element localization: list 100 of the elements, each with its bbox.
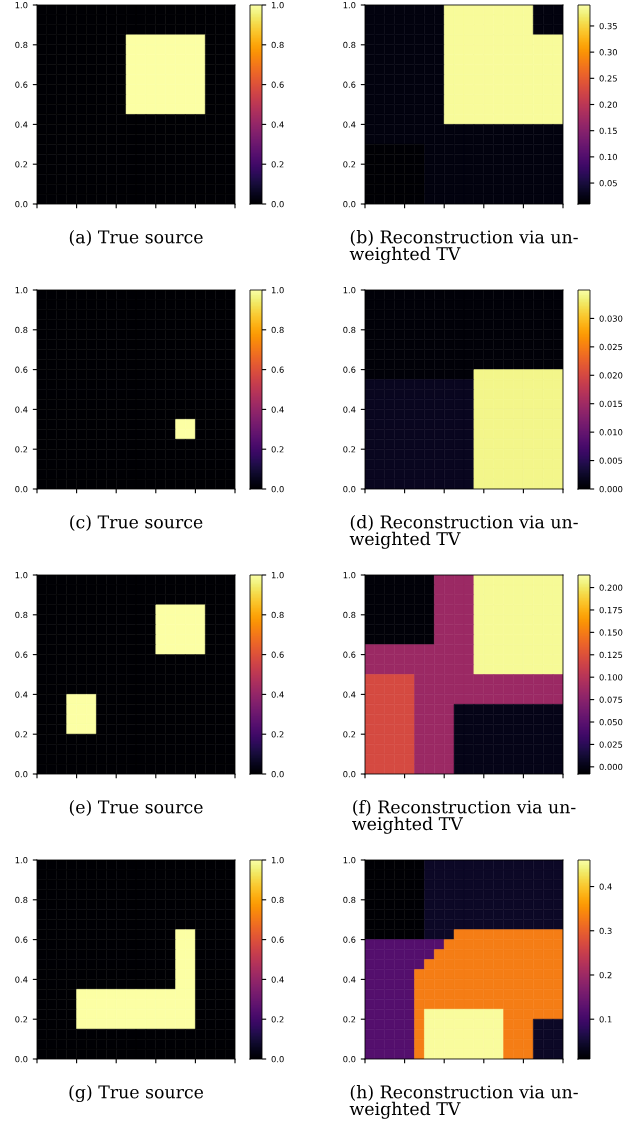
y-tick-label: 0.0 bbox=[15, 200, 28, 208]
color-bar-label: 0.30 bbox=[599, 49, 618, 56]
color-bar-label: 0.2 bbox=[271, 1016, 284, 1023]
y-tick-label: 1.0 bbox=[15, 286, 28, 294]
color-bar-label: 0.35 bbox=[599, 22, 617, 30]
y-tick-label: 0.6 bbox=[343, 936, 356, 943]
y-tick-label: 0.4 bbox=[343, 406, 356, 413]
color-bar-label: 0.100 bbox=[599, 674, 623, 681]
color-bar-label: 1.0 bbox=[271, 856, 284, 864]
y-tick-label: 0.6 bbox=[343, 366, 356, 373]
color-bar-label: 1.0 bbox=[271, 1, 284, 9]
color-bar-label: 0.6 bbox=[271, 651, 284, 658]
y-tick-label: 0.2 bbox=[15, 1016, 28, 1023]
color-bar-label: 0.4 bbox=[271, 976, 284, 983]
color-bar-label: 0.150 bbox=[599, 629, 623, 636]
y-tick-label: 0.2 bbox=[15, 446, 28, 453]
text: (a) True source bbox=[69, 230, 203, 246]
color-bar-label: 0.15 bbox=[599, 127, 617, 134]
y-tick-label: 0.8 bbox=[15, 896, 28, 904]
color-bar-label: 1.0 bbox=[271, 286, 284, 294]
y-tick-label: 0.0 bbox=[343, 1055, 356, 1063]
color-bar-label: 0.025 bbox=[599, 343, 623, 351]
y-tick-label: 0.8 bbox=[343, 611, 356, 619]
color-bar-label: 0.0 bbox=[271, 200, 284, 208]
color-bar-label: 0.2 bbox=[599, 971, 612, 979]
color-bar-label: 0.0 bbox=[271, 770, 284, 778]
y-tick-label: 0.8 bbox=[15, 611, 28, 619]
y-tick-label: 1.0 bbox=[343, 856, 356, 864]
color-bar-label: 0.0 bbox=[271, 485, 284, 493]
color-bar-label: 0.075 bbox=[599, 696, 623, 703]
text: (d) Reconstruction via un- weighted TV bbox=[349, 515, 578, 549]
color-bar-label: 0.125 bbox=[599, 651, 623, 659]
color-bar-label: 0.4 bbox=[271, 406, 284, 413]
color-bar-label: 0.030 bbox=[599, 315, 623, 322]
y-tick-label: 0.6 bbox=[15, 651, 28, 658]
color-bar-label: 0.8 bbox=[271, 326, 284, 334]
text: (b) Reconstruction via un- weighted TV bbox=[349, 230, 578, 264]
color-bar-label: 0.10 bbox=[599, 153, 618, 161]
color-bar-label: 0.000 bbox=[599, 763, 623, 771]
color-bar-label: 0.2 bbox=[271, 161, 284, 168]
y-tick-label: 0.2 bbox=[343, 731, 356, 738]
y-tick-label: 0.6 bbox=[343, 81, 356, 88]
color-bar-label: 0.05 bbox=[599, 180, 617, 187]
y-tick-label: 0.2 bbox=[343, 161, 356, 168]
text: (c) True source bbox=[70, 515, 203, 531]
y-tick-label: 0.2 bbox=[343, 446, 356, 453]
y-tick-label: 1.0 bbox=[15, 1, 28, 9]
color-bar-label: 0.20 bbox=[599, 101, 618, 108]
text: (g) True source bbox=[69, 1085, 204, 1103]
y-tick-label: 1.0 bbox=[15, 856, 28, 864]
y-tick-label: 1.0 bbox=[343, 286, 356, 294]
y-tick-label: 0.0 bbox=[15, 1055, 28, 1063]
text: (e) True source bbox=[69, 800, 203, 816]
color-bar-label: 0.8 bbox=[271, 41, 284, 49]
color-bar-label: 0.6 bbox=[271, 936, 284, 943]
y-tick-label: 0.6 bbox=[15, 366, 28, 373]
y-tick-label: 0.0 bbox=[343, 200, 356, 208]
y-tick-label: 0.6 bbox=[15, 81, 28, 88]
y-tick-label: 0.4 bbox=[15, 121, 28, 128]
color-bar-label: 0.4 bbox=[271, 691, 284, 698]
y-tick-label: 1.0 bbox=[343, 571, 356, 579]
color-bar-label: 0.050 bbox=[599, 718, 623, 726]
text: (f) Reconstruction via un- weighted TV bbox=[352, 800, 576, 834]
color-bar-label: 0.175 bbox=[599, 606, 623, 614]
text: (h) Reconstruction via un- weighted TV bbox=[349, 1085, 578, 1119]
color-bar-label: 0.200 bbox=[599, 584, 623, 591]
color-bar-label: 0.2 bbox=[271, 731, 284, 738]
color-bar-label: 0.25 bbox=[599, 75, 617, 82]
y-tick-label: 1.0 bbox=[343, 1, 356, 9]
y-tick-label: 0.0 bbox=[15, 770, 28, 778]
y-tick-label: 1.0 bbox=[15, 571, 28, 579]
y-tick-label: 0.4 bbox=[343, 121, 356, 128]
color-bar-label: 0.4 bbox=[599, 883, 612, 890]
y-tick-label: 0.4 bbox=[15, 976, 28, 983]
color-bar-label: 0.015 bbox=[599, 400, 623, 407]
y-tick-label: 0.8 bbox=[343, 896, 356, 904]
color-bar-label: 0.4 bbox=[271, 121, 284, 128]
color-bar-label: 0.8 bbox=[271, 611, 284, 619]
color-bar-label: 0.6 bbox=[271, 81, 284, 88]
color-bar-label: 0.005 bbox=[599, 457, 623, 464]
y-tick-label: 0.8 bbox=[343, 326, 356, 334]
y-tick-label: 0.6 bbox=[343, 651, 356, 658]
y-tick-label: 0.0 bbox=[343, 770, 356, 778]
y-tick-label: 0.4 bbox=[343, 976, 356, 983]
y-tick-label: 0.0 bbox=[343, 485, 356, 493]
y-tick-label: 0.4 bbox=[15, 691, 28, 698]
y-tick-label: 0.8 bbox=[15, 41, 28, 49]
color-bar-label: 1.0 bbox=[271, 571, 284, 579]
y-tick-label: 0.4 bbox=[343, 691, 356, 698]
color-bar-label: 0.1 bbox=[599, 1016, 612, 1023]
color-bar-label: 0.000 bbox=[599, 485, 623, 493]
y-tick-label: 0.2 bbox=[15, 161, 28, 168]
color-bar-label: 0.3 bbox=[599, 927, 612, 935]
color-bar-label: 0.020 bbox=[599, 372, 623, 379]
color-bar-label: 0.0 bbox=[271, 1055, 284, 1063]
y-tick-label: 0.6 bbox=[15, 936, 28, 943]
color-bar-label: 0.8 bbox=[271, 896, 284, 904]
y-tick-label: 0.2 bbox=[15, 731, 28, 738]
y-tick-label: 0.8 bbox=[15, 326, 28, 334]
color-bar-label: 0.2 bbox=[271, 446, 284, 453]
